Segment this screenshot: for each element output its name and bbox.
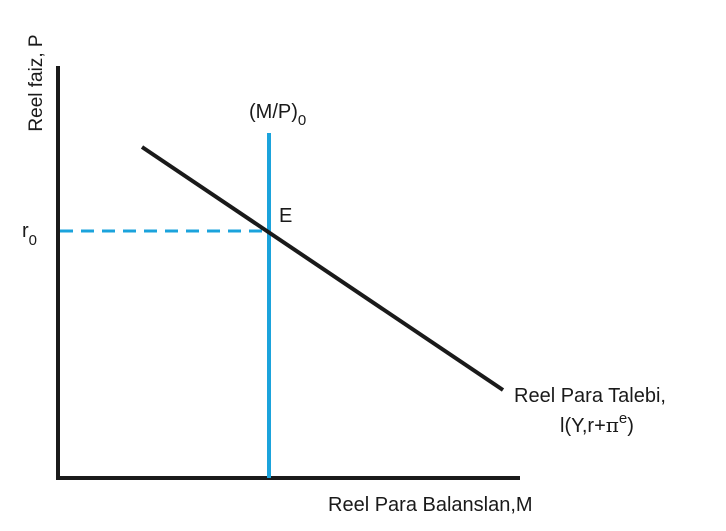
r0-label-base: r xyxy=(22,220,29,242)
money-demand-label-line2: l(Y,r+πe) xyxy=(560,410,634,437)
equilibrium-label: E xyxy=(279,205,292,227)
r0-label: r0 xyxy=(22,220,37,249)
money-demand-label-line1: Reel Para Talebi, xyxy=(514,385,666,407)
money-supply-label: (M/P)0 xyxy=(249,101,306,129)
money-demand-label-sup: e xyxy=(619,410,627,427)
x-axis-label: Reel Para Balanslan,M xyxy=(328,494,533,516)
r0-label-sub: 0 xyxy=(29,232,37,249)
y-axis-label: Reel faiz, P xyxy=(26,34,47,131)
money-demand-label-prefix: l(Y,r+ xyxy=(560,415,606,437)
money-demand-label-pi: π xyxy=(606,413,619,437)
money-supply-label-base: (M/P) xyxy=(249,101,298,123)
money-demand-curve xyxy=(140,145,505,392)
money-supply-label-sub: 0 xyxy=(298,112,306,129)
money-demand-label-suffix: ) xyxy=(627,415,634,437)
